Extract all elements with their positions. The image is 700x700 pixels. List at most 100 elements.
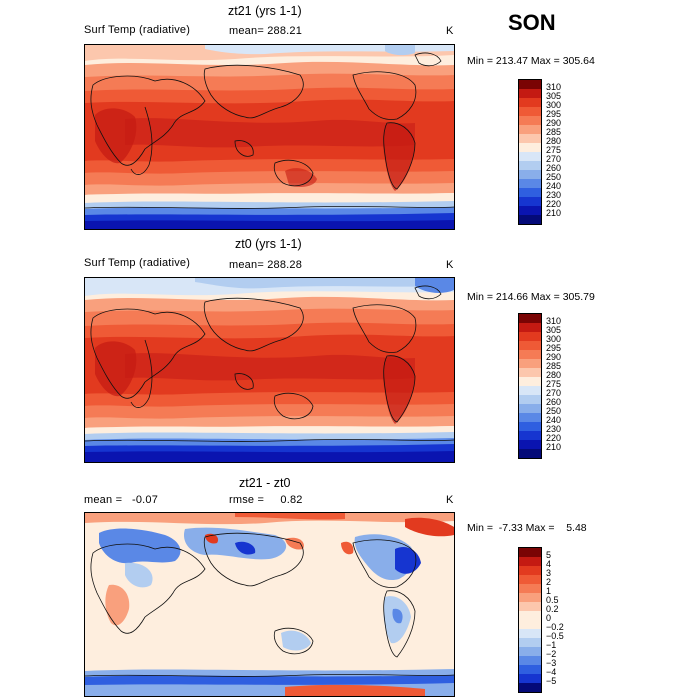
colorbar-tick-label: −3 <box>546 658 557 668</box>
colorbar-swatch <box>519 440 541 449</box>
colorbar-tick-label: 2 <box>546 577 552 587</box>
colorbar-swatch <box>519 647 541 656</box>
colorbar-swatch <box>519 377 541 386</box>
colorbar-tick-label: 300 <box>546 334 562 344</box>
colorbar-swatch <box>519 197 541 206</box>
colorbar-swatch <box>519 386 541 395</box>
colorbar-swatch <box>519 593 541 602</box>
colorbar-swatch <box>519 341 541 350</box>
colorbar-tick-label: 250 <box>546 406 562 416</box>
colorbar-tick-label: −1 <box>546 640 557 650</box>
colorbar-tick-label: −2 <box>546 649 557 659</box>
panel-3-title: zt21 - zt0 <box>239 476 291 490</box>
colorbar-swatch <box>519 125 541 134</box>
colorbar-tick-label: 280 <box>546 136 562 146</box>
colorbar-swatch <box>519 584 541 593</box>
panel-2-mean: mean= 288.28 <box>229 259 303 271</box>
panel-3-units: K <box>446 494 454 506</box>
colorbar-swatch <box>519 413 541 422</box>
colorbar-tick-label: 275 <box>546 145 562 155</box>
colorbar-tick-label: 210 <box>546 208 562 218</box>
colorbar-tick-label: 305 <box>546 325 562 335</box>
colorbar-tick-label: 0.5 <box>546 595 559 605</box>
colorbar-tick-label: 250 <box>546 172 562 182</box>
colorbar-tick-label: 4 <box>546 559 552 569</box>
colorbar-swatch <box>519 359 541 368</box>
colorbar-swatch <box>519 314 541 323</box>
panel-1-title: zt21 (yrs 1-1) <box>228 4 302 18</box>
colorbar-swatch <box>519 206 541 215</box>
colorbar-tick-label: −4 <box>546 667 557 677</box>
colorbar-swatch <box>519 80 541 89</box>
colorbar-tick-label: 295 <box>546 343 562 353</box>
panel-3-mean: mean = -0.07 <box>84 494 159 506</box>
colorbar-swatch <box>519 170 541 179</box>
colorbar-tick-label: 310 <box>546 82 562 92</box>
colorbar-swatch <box>519 323 541 332</box>
colorbar-tick-label: 285 <box>546 361 562 371</box>
colorbar-swatch <box>519 656 541 665</box>
colorbar-swatch <box>519 422 541 431</box>
colorbar-swatch <box>519 620 541 629</box>
colorbar-tick-label: 285 <box>546 127 562 137</box>
colorbar-swatch <box>519 602 541 611</box>
colorbar-swatch <box>519 152 541 161</box>
colorbar-swatch <box>519 665 541 674</box>
panel-3-colorbar <box>518 547 542 693</box>
panel-1-minmax: Min = 213.47 Max = 305.64 <box>467 55 595 67</box>
panel-2-temperature-field <box>85 278 454 462</box>
colorbar-swatch <box>519 548 541 557</box>
season-label: SON <box>508 10 556 35</box>
panel-1-mean: mean= 288.21 <box>229 25 303 37</box>
colorbar-swatch <box>519 368 541 377</box>
colorbar-swatch <box>519 179 541 188</box>
colorbar-tick-label: 240 <box>546 181 562 191</box>
colorbar-tick-label: 280 <box>546 370 562 380</box>
colorbar-tick-label: 270 <box>546 154 562 164</box>
colorbar-tick-label: 230 <box>546 424 562 434</box>
panel-2-map <box>84 277 455 463</box>
colorbar-swatch <box>519 629 541 638</box>
colorbar-swatch <box>519 566 541 575</box>
colorbar-swatch <box>519 395 541 404</box>
colorbar-tick-label: 230 <box>546 190 562 200</box>
colorbar-swatch <box>519 431 541 440</box>
colorbar-swatch <box>519 449 541 458</box>
colorbar-tick-label: 0.2 <box>546 604 559 614</box>
colorbar-swatch <box>519 188 541 197</box>
colorbar-tick-label: 220 <box>546 433 562 443</box>
panel-1-map <box>84 44 455 230</box>
panel-1-variable: Surf Temp (radiative) <box>84 24 191 36</box>
panel-1-colorbar <box>518 79 542 225</box>
colorbar-swatch <box>519 404 541 413</box>
panel-3-minmax: Min = -7.33 Max = 5.48 <box>467 522 587 534</box>
colorbar-tick-label: 240 <box>546 415 562 425</box>
colorbar-swatch <box>519 557 541 566</box>
colorbar-swatch <box>519 332 541 341</box>
panel-2-title: zt0 (yrs 1-1) <box>235 237 302 251</box>
colorbar-tick-label: 260 <box>546 163 562 173</box>
colorbar-swatch <box>519 116 541 125</box>
colorbar-tick-label: 275 <box>546 379 562 389</box>
colorbar-swatch <box>519 107 541 116</box>
panel-2-units: K <box>446 259 454 271</box>
panel-3-rmse: rmse = 0.82 <box>229 494 303 506</box>
colorbar-swatch <box>519 350 541 359</box>
colorbar-swatch <box>519 134 541 143</box>
colorbar-tick-label: 305 <box>546 91 562 101</box>
colorbar-swatch <box>519 611 541 620</box>
colorbar-swatch <box>519 143 541 152</box>
colorbar-swatch <box>519 575 541 584</box>
colorbar-swatch <box>519 683 541 692</box>
panel-3-difference-field <box>85 513 454 696</box>
panel-2-variable: Surf Temp (radiative) <box>84 257 191 269</box>
colorbar-tick-label: 310 <box>546 316 562 326</box>
colorbar-swatch <box>519 215 541 224</box>
colorbar-tick-label: 1 <box>546 586 552 596</box>
colorbar-tick-label: −0.5 <box>546 631 564 641</box>
colorbar-tick-label: 260 <box>546 397 562 407</box>
colorbar-tick-label: −0.2 <box>546 622 564 632</box>
panel-3-map <box>84 512 455 697</box>
colorbar-swatch <box>519 98 541 107</box>
colorbar-swatch <box>519 161 541 170</box>
